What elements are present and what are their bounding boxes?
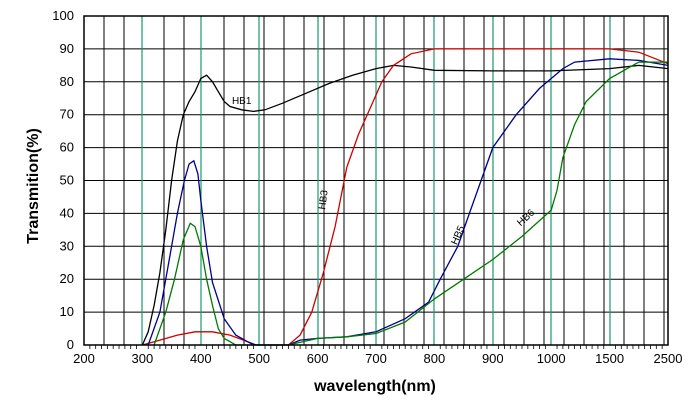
y-tick-label: 30	[60, 238, 74, 253]
series-line-hb6	[153, 61, 668, 346]
plot-frame	[83, 15, 669, 346]
x-tick-label: 1000	[537, 351, 566, 366]
x-tick-label: 700	[365, 351, 387, 366]
x-tick-label: 300	[132, 351, 154, 366]
x-tick-label: 500	[248, 351, 270, 366]
y-tick-label: 10	[60, 304, 74, 319]
x-tick-label: 900	[482, 351, 504, 366]
x-tick-labels: 200 300 400 500 600 700 800 900 1000 1500 2500	[73, 351, 682, 366]
series-line-hb5	[147, 58, 669, 346]
x-tick-label: 400	[190, 351, 212, 366]
x-tick-label: 600	[307, 351, 329, 366]
series-line-hb3	[142, 48, 669, 346]
y-tick-labels: 0 10 20 30 40 50 60 70 80 90 100	[52, 8, 74, 352]
y-axis-title: Transmition(%)	[25, 128, 42, 244]
series-lines	[141, 48, 669, 346]
x-tick-label: 1500	[595, 351, 624, 366]
y-tick-label: 60	[60, 140, 74, 155]
x-tick-label: 800	[424, 351, 446, 366]
y-tick-label: 100	[52, 8, 74, 23]
y-tick-label: 20	[60, 271, 74, 286]
y-tick-label: 0	[67, 337, 74, 352]
series-label-hb1: HB1	[232, 96, 252, 107]
axes	[83, 15, 669, 349]
x-tick-label: 2500	[654, 351, 683, 366]
x-tick-label: 200	[73, 351, 95, 366]
y-tick-label: 90	[60, 41, 74, 56]
y-tick-label: 40	[60, 205, 74, 220]
series-line-hb1	[141, 64, 669, 346]
y-tick-label: 80	[60, 74, 74, 89]
series-label-hb3: HB3	[317, 189, 331, 210]
x-axis-title: wavelength(nm)	[313, 378, 436, 395]
y-tick-label: 70	[60, 107, 74, 122]
y-tick-label: 50	[60, 173, 74, 188]
